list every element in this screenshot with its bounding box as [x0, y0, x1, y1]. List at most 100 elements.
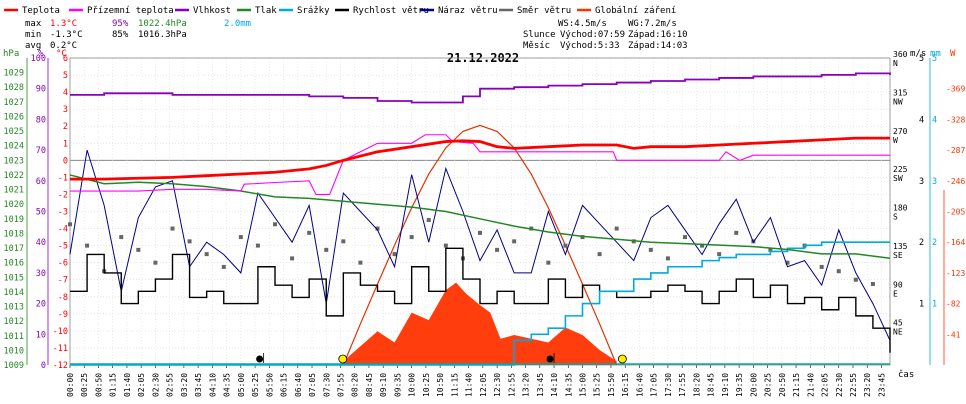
pressure-line — [69, 174, 891, 260]
x-tick-labels: 00:00 00:25 00:50 01:15 01:40 02:05 02:30 02:55… — [66, 373, 886, 397]
x-tick-label: 11:40 — [465, 373, 474, 397]
pressure-axis-tick: 1028 — [4, 83, 24, 93]
stats-max-temp: 1.3°C — [50, 19, 77, 29]
x-tick-label: 12:30 — [493, 373, 502, 397]
rain-line — [70, 241, 890, 366]
legend: Teplota Přízemní teplota Vlhkost Tlak Srážky… — [4, 6, 676, 16]
x-tick-label: 02:30 — [151, 373, 160, 397]
x-tick-label: 00:00 — [66, 373, 75, 397]
wind-direction-point — [409, 235, 414, 240]
wind-direction-point — [273, 222, 277, 227]
temperature-axis-tick: 5 — [63, 71, 68, 81]
direction-axis-dir: NW — [893, 97, 903, 106]
wind-gust-max: WG:7.2m/s — [628, 19, 677, 29]
x-tick-label: 05:00 — [237, 373, 246, 397]
legend-label-0: Teplota — [22, 6, 60, 16]
direction-axis-dir: N — [893, 59, 898, 68]
legend-label-6: Náraz větru — [438, 6, 498, 16]
unit-ms: m/s — [910, 49, 926, 59]
legend-label-2: Vlhkost — [193, 6, 231, 16]
wind-direction-point — [853, 277, 858, 282]
pressure-axis-tick: 1013 — [4, 303, 24, 313]
x-tick-label: 22:55 — [849, 373, 858, 397]
wind-direction-point — [153, 260, 158, 265]
x-tick-label: 20:25 — [764, 373, 773, 397]
rain-axis-tick: 3 — [932, 177, 937, 187]
x-tick-label: 09:10 — [379, 373, 388, 397]
radiation-axis-tick: -82 — [946, 300, 961, 309]
wind-direction-point — [819, 264, 824, 269]
temperature-axis-tick: 3 — [63, 105, 68, 115]
rain-axis-tick: 5 — [932, 54, 937, 64]
wind-speed-line — [70, 247, 891, 353]
unit-mm: mm — [930, 49, 941, 59]
x-tick-label: 15:25 — [593, 373, 602, 397]
direction-axis-deg: 315 — [893, 88, 908, 97]
direction-axis-dir: SW — [893, 174, 903, 183]
direction-axis-dir: S — [893, 213, 898, 222]
pressure-axis-tick: 1009 — [4, 361, 24, 371]
pressure-axis-tick: 1022 — [4, 171, 24, 181]
wind-direction-point — [443, 243, 448, 248]
stats-max-rain: 2.0mm — [224, 19, 251, 29]
x-tick-label: 14:10 — [550, 373, 559, 397]
x-tick-label: 08:45 — [365, 373, 374, 397]
temperature-axis-tick: 1 — [63, 139, 68, 149]
unit-labels: hPa % °C m/s mm W čas — [3, 49, 956, 380]
x-tick-label: 00:25 — [80, 373, 89, 397]
gust-line — [69, 149, 891, 341]
direction-axis-deg: 270 — [893, 127, 908, 136]
temperature-axis-tick: -1 — [58, 173, 68, 183]
wind-direction-point — [341, 239, 346, 244]
wind-direction-point — [478, 230, 482, 235]
humidity-axis-tick: 70 — [36, 146, 46, 156]
stats-min-pres: 1016.3hPa — [138, 30, 187, 40]
x-tick-label: 01:40 — [123, 373, 132, 397]
x-tick-label: 14:35 — [564, 373, 573, 397]
x-tick-label: 10:00 — [408, 373, 417, 397]
wind-direction-point — [870, 281, 875, 286]
radiation-axis-tick: -287 — [946, 146, 965, 155]
temperature-axis-tick: -12 — [53, 361, 68, 371]
temperature-axis-tick: 4 — [63, 88, 68, 98]
temperature-axis-tick: -5 — [58, 242, 68, 252]
pressure-axis-tick: 1018 — [4, 229, 24, 239]
pressure-axis-tick: 1015 — [4, 273, 24, 283]
direction-axis-dir: W — [893, 136, 898, 145]
x-tick-label: 10:25 — [422, 373, 431, 397]
pressure-axis-tick: 1020 — [4, 200, 24, 210]
stats-min-label: min — [25, 30, 41, 40]
rain-axis-tick: 1 — [932, 300, 937, 310]
wind-direction-point — [221, 264, 226, 269]
radiation-axis-tick: -123 — [946, 269, 965, 278]
x-tick-label: 17:30 — [664, 373, 673, 397]
temperature-axis-tick: -2 — [58, 190, 68, 200]
wind-direction-point — [546, 260, 551, 265]
x-tick-label: 21:15 — [792, 373, 801, 397]
wind-direction-point — [290, 256, 295, 261]
pressure-axis-tick: 1025 — [4, 127, 24, 137]
wind-direction-point — [785, 260, 790, 265]
wind-axis-tick: 2 — [919, 238, 924, 248]
temperature-axis-tick: -9 — [58, 310, 68, 320]
x-tick-label: 07:30 — [322, 373, 331, 397]
legend-label-7: Směr větru — [517, 6, 571, 16]
humidity-axis-tick: 90 — [36, 85, 46, 95]
stats-max-pres: 1022.4hPa — [138, 19, 187, 29]
humidity-axis-tick: 10 — [36, 330, 46, 340]
wind-direction-point — [375, 226, 380, 231]
wind-direction-point — [68, 222, 72, 227]
humidity-axis-tick: 50 — [36, 208, 46, 218]
temperature-axis-tick: -8 — [58, 293, 68, 303]
sunrise-marker — [338, 354, 348, 364]
direction-axis-deg: 225 — [893, 165, 908, 174]
radiation-area — [343, 282, 617, 365]
ground-temperature-line — [70, 134, 890, 195]
pressure-axis-tick: 1011 — [4, 332, 24, 342]
radiation-axis-tick: -328 — [946, 115, 965, 124]
pressure-axis-tick: 1010 — [4, 346, 24, 356]
x-tick-label: 03:20 — [180, 373, 189, 397]
temperature-axis-tick: -7 — [58, 276, 68, 286]
wind-direction-point — [426, 218, 431, 223]
